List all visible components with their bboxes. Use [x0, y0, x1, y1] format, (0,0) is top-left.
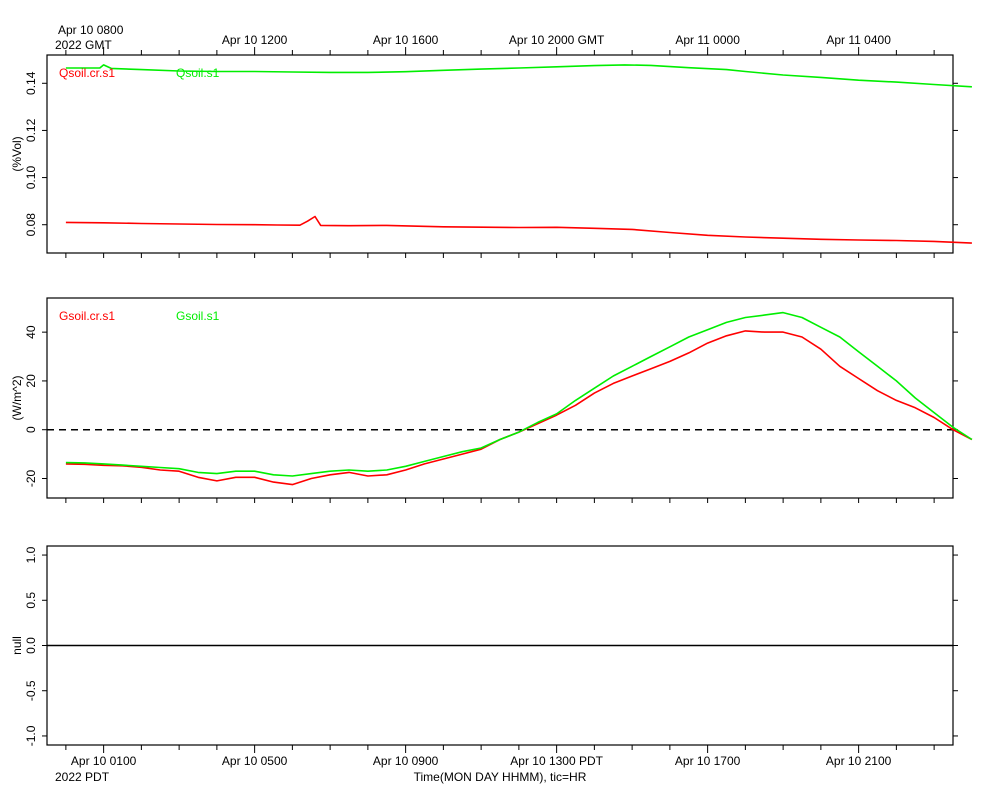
y-tick-label: -0.5	[24, 680, 38, 701]
y-axis-label: (%Vol)	[10, 136, 24, 171]
y-tick-label: 0.0	[24, 637, 38, 654]
bottom-axis-label: Apr 10 1300 PDT	[510, 754, 603, 768]
bottom-axis-label: Apr 10 2100	[826, 754, 892, 768]
series-line-Qsoil-s1	[65, 64, 972, 88]
top-axis-label: Apr 11 0000	[675, 33, 740, 47]
top-axis-label: Apr 10 1200	[222, 33, 288, 47]
panel-frame	[46, 54, 954, 254]
legend-label: Qsoil.s1	[176, 66, 220, 80]
x-axis-label: Time(MON DAY HHMM), tic=HR	[414, 770, 587, 784]
y-tick-label: 0.5	[24, 592, 38, 609]
y-tick-label: -1.0	[24, 725, 38, 746]
top-axis-label: Apr 10 0800	[58, 23, 124, 37]
y-axis-label: (W/m^2)	[10, 376, 24, 421]
legend-label: Gsoil.s1	[176, 309, 220, 323]
top-axis-label: Apr 11 0400	[826, 33, 891, 47]
y-tick-label: 0.08	[24, 213, 38, 237]
y-tick-label: 0.14	[24, 71, 38, 95]
bottom-axis-label: Apr 10 0500	[222, 754, 288, 768]
y-tick-label: 0.12	[24, 118, 38, 142]
top-axis-label: Apr 10 2000 GMT	[509, 33, 605, 47]
legend-label: Gsoil.cr.s1	[59, 309, 115, 323]
bottom-axis-label: Apr 10 0900	[373, 754, 439, 768]
top-axis-year: 2022 GMT	[55, 38, 112, 52]
y-tick-label: 1.0	[24, 546, 38, 563]
series-line-Gsoil-cr-s1	[65, 330, 973, 486]
series-line-Qsoil-cr-s1	[65, 215, 972, 244]
bottom-axis-label: Apr 10 0100	[71, 754, 137, 768]
legend-label: Qsoil.cr.s1	[59, 66, 115, 80]
panel-frame	[46, 297, 954, 499]
y-tick-label: 40	[24, 325, 38, 339]
series-line-Gsoil-s1	[65, 311, 973, 477]
y-tick-label: 20	[24, 374, 38, 388]
y-tick-label: 0	[24, 426, 38, 433]
y-tick-label: 0.10	[24, 166, 38, 190]
bottom-axis-label: Apr 10 1700	[675, 754, 741, 768]
top-axis-label: Apr 10 1600	[373, 33, 439, 47]
y-axis-label: null	[10, 636, 24, 655]
y-tick-label: -20	[24, 469, 38, 487]
bottom-axis-year: 2022 PDT	[55, 770, 110, 784]
